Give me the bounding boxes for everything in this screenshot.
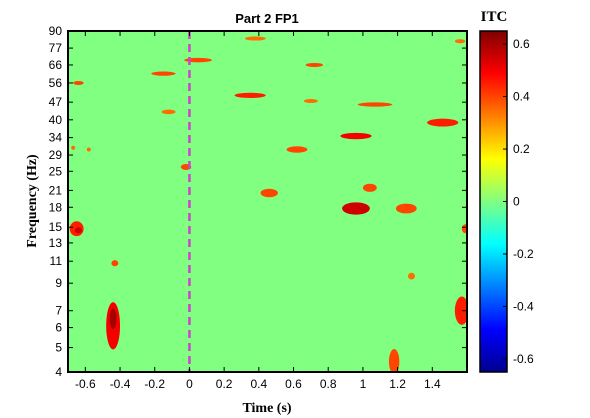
itc-cluster-27	[408, 272, 415, 280]
y-tick-label: 90	[49, 24, 63, 38]
colorbar-tick-label: 0.2	[513, 142, 530, 156]
colorbar-tick-label: 0.4	[513, 90, 530, 104]
colorbar-ticks: 0.6 0.4 0.2 0 -0.2 -0.4 -0.6	[503, 37, 534, 366]
itc-cluster-29	[388, 349, 400, 372]
y-axis-label: Frequency (Hz)	[25, 154, 40, 248]
chart-title: Part 2 FP1	[235, 11, 299, 26]
x-tick-label: 0	[186, 377, 193, 391]
y-tick-label: 15	[49, 220, 63, 234]
itc-cluster-28	[454, 296, 467, 325]
heatmap-clusters	[69, 36, 467, 372]
axis-ticks: -0.6 -0.4 -0.2 0 0.2 0.4 0.6 0.8 1 1.2 1.445679111…	[49, 24, 467, 391]
itc-cluster-7	[71, 145, 76, 150]
itc-cluster-23	[342, 202, 370, 215]
heatmap-background	[68, 31, 467, 372]
itc-cluster-8	[86, 147, 91, 152]
itc-cluster-13	[244, 36, 266, 41]
itc-cluster-26	[461, 224, 467, 234]
itc-cluster-15	[305, 62, 324, 67]
x-axis-label: Time (s)	[242, 401, 291, 416]
y-tick-label: 9	[55, 276, 62, 290]
x-tick-label: 0.2	[216, 377, 233, 391]
colorbar-tick-label: 0	[513, 195, 520, 209]
y-tick-label: 40	[49, 113, 63, 127]
y-tick-label: 34	[49, 131, 63, 145]
y-tick-label: 77	[49, 41, 63, 55]
itc-cluster-17	[286, 146, 308, 153]
itc-cluster-14	[234, 92, 266, 99]
x-tick-label: 1.2	[389, 377, 406, 391]
y-tick-label: 21	[49, 183, 63, 197]
itc-cluster-11	[161, 109, 176, 115]
y-tick-label: 66	[49, 58, 63, 72]
itc-cluster-16	[303, 98, 318, 103]
x-tick-label: 1.4	[424, 377, 441, 391]
y-tick-label: 6	[55, 321, 62, 335]
itc-cluster-18	[340, 132, 372, 140]
x-tick-label: -0.6	[75, 377, 96, 391]
y-tick-label: 13	[49, 236, 63, 250]
itc-cluster-21	[454, 39, 466, 44]
colorbar-tick-label: 0.6	[513, 37, 530, 51]
y-tick-label: 47	[49, 95, 63, 109]
x-tick-label: 0.8	[320, 377, 337, 391]
x-tick-label: 0.4	[250, 377, 267, 391]
itc-cluster-20	[427, 118, 459, 127]
itc-cluster-4	[74, 227, 82, 234]
x-tick-label: -0.4	[110, 377, 131, 391]
y-tick-label: 5	[55, 341, 62, 355]
itc-cluster-5	[111, 260, 119, 267]
itc-cluster-19	[357, 102, 393, 107]
plot-frame	[67, 30, 468, 373]
itc-cluster-10	[184, 57, 212, 63]
y-tick-label: 7	[55, 304, 62, 318]
colorbar-tick-label: -0.2	[513, 247, 534, 261]
itc-cluster-9	[151, 71, 176, 76]
y-tick-label: 4	[55, 365, 62, 379]
colorbar-title: ITC	[481, 9, 508, 25]
x-tick-label: -0.2	[144, 377, 165, 391]
itc-cluster-24	[362, 183, 377, 192]
colorbar	[479, 30, 508, 373]
itc-cluster-2	[109, 308, 117, 329]
x-tick-label: 0.6	[285, 377, 302, 391]
colorbar-tick-label: -0.6	[513, 352, 534, 366]
itc-cluster-25	[395, 203, 417, 214]
y-tick-label: 56	[49, 76, 63, 90]
y-tick-label: 25	[49, 164, 63, 178]
colorbar-tick-label: -0.4	[513, 299, 534, 313]
y-tick-label: 18	[49, 200, 63, 214]
y-tick-label: 11	[50, 254, 63, 268]
itc-cluster-6	[73, 80, 84, 85]
x-tick-label: 1	[360, 377, 367, 391]
itc-cluster-22	[260, 188, 278, 198]
y-tick-label: 29	[49, 148, 63, 162]
